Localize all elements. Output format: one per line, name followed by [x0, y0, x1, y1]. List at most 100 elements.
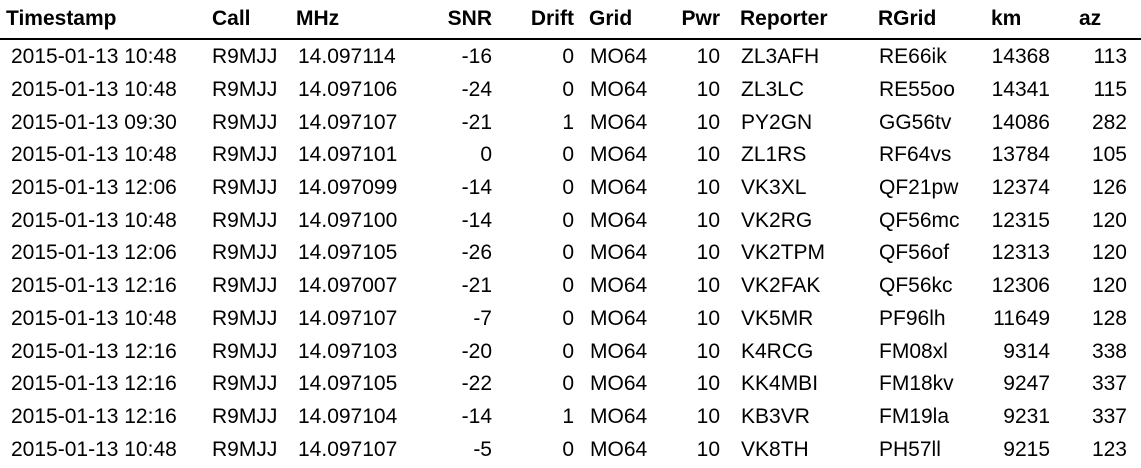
cell-rgrid: FM18kv	[879, 372, 954, 396]
column-header-drift[interactable]: Drift	[505, 0, 583, 40]
cell-snr: -14	[461, 404, 492, 428]
cell-timestamp: 2015-01-13 12:16	[11, 372, 177, 396]
cell-timestamp: 2015-01-13 10:48	[11, 45, 177, 69]
cell-reporter: VK5MR	[741, 306, 814, 330]
cell-rgrid: RE66ik	[879, 45, 947, 69]
cell-pwr: 10	[696, 176, 720, 200]
table-row[interactable]: 2015-01-13 12:06 R9MJJ 14.097099 -14 0 MO64 10…	[0, 172, 1141, 205]
table-header-row: Timestamp Call MHz SNR Drift Grid Pwr Re…	[0, 0, 1141, 40]
cell-az: 123	[1091, 437, 1127, 461]
cell-drift: 0	[562, 274, 574, 298]
cell-timestamp: 2015-01-13 12:16	[11, 274, 177, 298]
cell-km: 14341	[991, 78, 1050, 102]
table-row[interactable]: 2015-01-13 12:06 R9MJJ 14.097105 -26 0 MO64 10…	[0, 237, 1141, 270]
cell-pwr: 10	[696, 274, 720, 298]
cell-drift: 1	[562, 110, 574, 134]
cell-mhz: 14.097099	[298, 176, 398, 200]
column-header-reporter[interactable]: Reporter	[734, 0, 872, 40]
cell-timestamp: 2015-01-13 12:16	[11, 404, 177, 428]
cell-pwr: 10	[696, 143, 720, 167]
cell-km: 12313	[991, 241, 1050, 265]
column-header-timestamp[interactable]: Timestamp	[0, 0, 205, 40]
cell-reporter: ZL3AFH	[741, 45, 820, 69]
cell-az: 113	[1093, 45, 1127, 69]
table-row[interactable]: 2015-01-13 12:16 R9MJJ 14.097007 -21 0 MO64 10…	[0, 270, 1141, 303]
cell-mhz: 14.097106	[298, 78, 398, 102]
table-row[interactable]: 2015-01-13 09:30 R9MJJ 14.097107 -21 1 MO64 10…	[0, 106, 1141, 139]
cell-az: 337	[1091, 404, 1127, 428]
cell-rgrid: QF56of	[879, 241, 950, 265]
cell-mhz: 14.097104	[298, 404, 398, 428]
cell-az: 126	[1091, 176, 1127, 200]
column-header-grid[interactable]: Grid	[583, 0, 666, 40]
table-body: 2015-01-13 10:48 R9MJJ 14.097114 -16 0 MO64 10…	[0, 39, 1141, 466]
table-row[interactable]: 2015-01-13 10:48 R9MJJ 14.097107 -7 0 MO64 10 V…	[0, 303, 1141, 336]
cell-pwr: 10	[696, 437, 720, 461]
cell-km: 9247	[1003, 372, 1050, 396]
cell-drift: 1	[562, 404, 574, 428]
cell-km: 9215	[1003, 437, 1050, 461]
cell-reporter: ZL1RS	[741, 143, 807, 167]
column-header-mhz[interactable]: MHz	[295, 0, 415, 40]
cell-grid: MO64	[590, 437, 648, 461]
cell-rgrid: FM19la	[879, 404, 950, 428]
cell-reporter: VK2TPM	[741, 241, 826, 265]
cell-grid: MO64	[590, 208, 648, 232]
cell-pwr: 10	[696, 110, 720, 134]
table-row[interactable]: 2015-01-13 10:48 R9MJJ 14.097101 0 0 MO64 10 ZL…	[0, 139, 1141, 172]
column-header-az[interactable]: az	[1066, 0, 1141, 40]
table-row[interactable]: 2015-01-13 12:16 R9MJJ 14.097104 -14 1 MO64 10…	[0, 401, 1141, 434]
cell-pwr: 10	[696, 404, 720, 428]
cell-snr: -14	[461, 208, 492, 232]
cell-reporter: VK2RG	[741, 208, 813, 232]
cell-call: R9MJJ	[212, 45, 278, 69]
cell-pwr: 10	[696, 306, 720, 330]
cell-timestamp: 2015-01-13 10:48	[11, 78, 177, 102]
cell-call: R9MJJ	[212, 274, 278, 298]
cell-grid: MO64	[590, 176, 648, 200]
cell-timestamp: 2015-01-13 10:48	[11, 437, 177, 461]
cell-timestamp: 2015-01-13 12:06	[11, 176, 177, 200]
column-header-rgrid[interactable]: RGrid	[872, 0, 979, 40]
column-header-pwr[interactable]: Pwr	[666, 0, 734, 40]
cell-grid: MO64	[590, 404, 648, 428]
column-header-call[interactable]: Call	[205, 0, 295, 40]
cell-mhz: 14.097103	[298, 339, 398, 363]
cell-grid: MO64	[590, 78, 648, 102]
table-row[interactable]: 2015-01-13 10:48 R9MJJ 14.097100 -14 0 MO64 10…	[0, 204, 1141, 237]
cell-reporter: PY2GN	[741, 110, 813, 134]
cell-mhz: 14.097107	[298, 306, 398, 330]
column-header-km[interactable]: km	[979, 0, 1066, 40]
cell-grid: MO64	[590, 110, 648, 134]
cell-timestamp: 2015-01-13 09:30	[11, 110, 177, 134]
cell-snr: -16	[461, 45, 492, 69]
column-header-snr[interactable]: SNR	[415, 0, 505, 40]
table-row[interactable]: 2015-01-13 12:16 R9MJJ 14.097103 -20 0 MO64 10…	[0, 335, 1141, 368]
cell-mhz: 14.097105	[298, 241, 398, 265]
cell-snr: -21	[461, 110, 492, 134]
cell-reporter: KK4MBI	[741, 372, 819, 396]
cell-drift: 0	[562, 339, 574, 363]
cell-drift: 0	[562, 437, 574, 461]
cell-az: 128	[1091, 306, 1127, 330]
cell-snr: -7	[473, 306, 492, 330]
cell-drift: 0	[562, 241, 574, 265]
cell-snr: 0	[480, 143, 492, 167]
cell-snr: -20	[461, 339, 492, 363]
cell-reporter: ZL3LC	[741, 78, 805, 102]
cell-drift: 0	[562, 208, 574, 232]
cell-reporter: VK2FAK	[741, 274, 821, 298]
table-row[interactable]: 2015-01-13 10:48 R9MJJ 14.097114 -16 0 MO64 10…	[0, 39, 1141, 74]
cell-call: R9MJJ	[212, 404, 278, 428]
cell-call: R9MJJ	[212, 78, 278, 102]
table-row[interactable]: 2015-01-13 10:48 R9MJJ 14.097107 -5 0 MO64 10 V…	[0, 433, 1141, 466]
cell-call: R9MJJ	[212, 176, 278, 200]
table-row[interactable]: 2015-01-13 12:16 R9MJJ 14.097105 -22 0 MO64 10…	[0, 368, 1141, 401]
cell-grid: MO64	[590, 274, 648, 298]
table-row[interactable]: 2015-01-13 10:48 R9MJJ 14.097106 -24 0 MO64 10…	[0, 74, 1141, 107]
cell-km: 12306	[991, 274, 1050, 298]
cell-drift: 0	[562, 45, 574, 69]
cell-reporter: VK8TH	[741, 437, 809, 461]
cell-pwr: 10	[696, 241, 720, 265]
